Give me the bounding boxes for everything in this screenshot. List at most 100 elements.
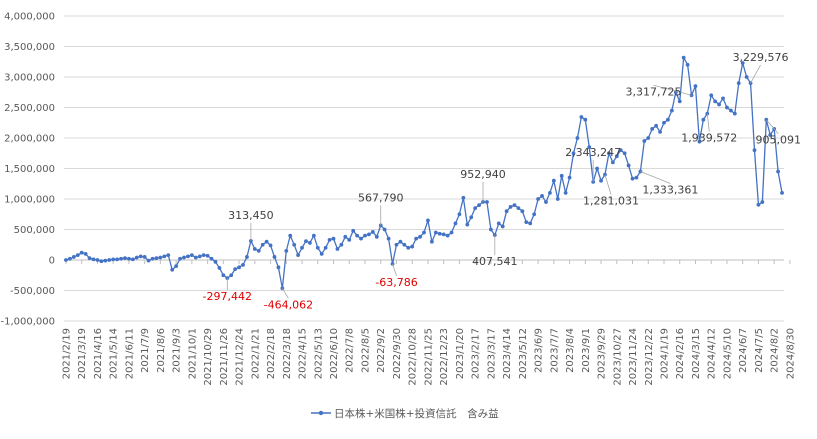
data-point: [642, 139, 647, 143]
data-label: 1,939,572: [681, 132, 737, 145]
data-point: [740, 61, 745, 65]
data-point: [386, 236, 391, 241]
data-point: [449, 230, 454, 235]
data-point: [445, 233, 450, 238]
x-tick-label: 2021/2/19: [61, 328, 72, 379]
data-point: [123, 256, 127, 261]
data-point: [79, 250, 84, 255]
data-label-leader: [750, 64, 761, 84]
y-tick-label: 3,000,000: [4, 73, 55, 84]
series-group: [64, 55, 784, 291]
data-point: [634, 175, 639, 180]
data-point: [182, 255, 186, 260]
data-point: [422, 230, 426, 235]
data-point: [343, 234, 348, 239]
x-tick-label: 2023/11/24: [628, 328, 639, 386]
data-point: [437, 231, 442, 236]
data-point: [500, 224, 505, 229]
data-point: [559, 173, 564, 178]
data-point: [532, 212, 537, 217]
x-tick-label: 2021/3/19: [77, 328, 88, 379]
x-tick-label: 2024/8/2: [770, 328, 781, 373]
y-tick-label: -1,000,000: [0, 317, 55, 328]
data-point: [752, 148, 757, 153]
data-point: [587, 145, 592, 150]
data-point: [662, 120, 666, 125]
data-label-leader: [282, 288, 289, 299]
x-tick-label: 2022/7/8: [345, 328, 356, 373]
data-point: [756, 202, 761, 207]
x-tick-label: 2022/4/15: [298, 328, 309, 379]
data-point: [701, 117, 706, 122]
legend-marker-swatch: [318, 410, 324, 416]
x-tick-label: 2021/8/6: [156, 328, 167, 373]
data-point: [221, 273, 226, 278]
data-label-leader: [640, 171, 671, 184]
data-point: [441, 232, 446, 237]
data-point: [776, 169, 780, 174]
data-point: [197, 254, 202, 259]
data-point: [213, 259, 218, 264]
x-tick-label: 2024/2/16: [675, 328, 686, 379]
data-point: [347, 237, 352, 242]
data-point: [697, 139, 702, 144]
data-point: [650, 126, 655, 131]
data-point: [567, 175, 572, 180]
y-tick-label: 500,000: [14, 225, 55, 236]
data-point: [709, 93, 714, 98]
data-point: [146, 258, 151, 263]
y-tick-label: 1,000,000: [4, 195, 55, 206]
data-point: [780, 191, 784, 195]
x-tick-label: 2023/3/17: [486, 328, 497, 379]
data-point: [504, 209, 509, 214]
data-label-leader: [392, 263, 397, 277]
data-point: [68, 256, 72, 261]
x-tick-label: 2024/5/10: [722, 328, 733, 379]
data-point: [367, 232, 371, 237]
data-point: [107, 258, 112, 262]
data-point: [292, 242, 297, 247]
x-tick-label: 2021/10/29: [203, 328, 214, 386]
data-point: [256, 248, 261, 253]
data-point: [713, 99, 718, 104]
data-point: [186, 254, 190, 259]
x-tick-label: 2023/5/12: [518, 328, 529, 379]
data-point: [571, 151, 576, 156]
x-tick-label: 2022/12/23: [439, 328, 450, 386]
data-point: [103, 258, 108, 263]
data-point: [429, 239, 434, 244]
data-label: 567,790: [358, 191, 404, 204]
x-tick-label: 2022/1/21: [250, 328, 261, 379]
data-point: [717, 102, 721, 107]
data-point: [233, 267, 238, 272]
data-point: [536, 197, 540, 201]
data-point: [681, 55, 686, 60]
legend: 日本株+米国株+投資信託 含み益: [311, 407, 499, 420]
y-tick-label: 4,000,000: [4, 12, 55, 23]
data-point: [654, 123, 659, 128]
data-point: [599, 178, 603, 183]
x-tick-label: 2023/6/9: [534, 328, 545, 373]
x-axis-tick-labels: 2021/2/19 2021/3/19 2021/4/16 2021/5/14 2021…: [61, 328, 796, 386]
x-tick-label: 2021/5/14: [109, 328, 120, 379]
data-point: [677, 99, 682, 104]
x-tick-label: 2024/6/7: [738, 328, 749, 373]
data-point: [744, 75, 749, 79]
x-tick-label: 2021/11/26: [219, 328, 230, 386]
data-point: [87, 256, 92, 261]
data-label: -464,062: [264, 298, 313, 311]
data-label-leader: [706, 113, 710, 132]
data-label: -297,442: [203, 290, 252, 303]
x-tick-label: 2021/9/3: [172, 328, 183, 373]
data-point: [154, 256, 159, 261]
data-point: [607, 151, 611, 156]
data-point: [323, 245, 328, 250]
data-point: [370, 230, 375, 234]
data-label: 2,343,247: [565, 146, 621, 159]
data-point: [91, 257, 96, 262]
data-point: [512, 203, 517, 208]
x-tick-label: 2023/1/20: [455, 328, 466, 379]
data-point: [685, 62, 690, 67]
